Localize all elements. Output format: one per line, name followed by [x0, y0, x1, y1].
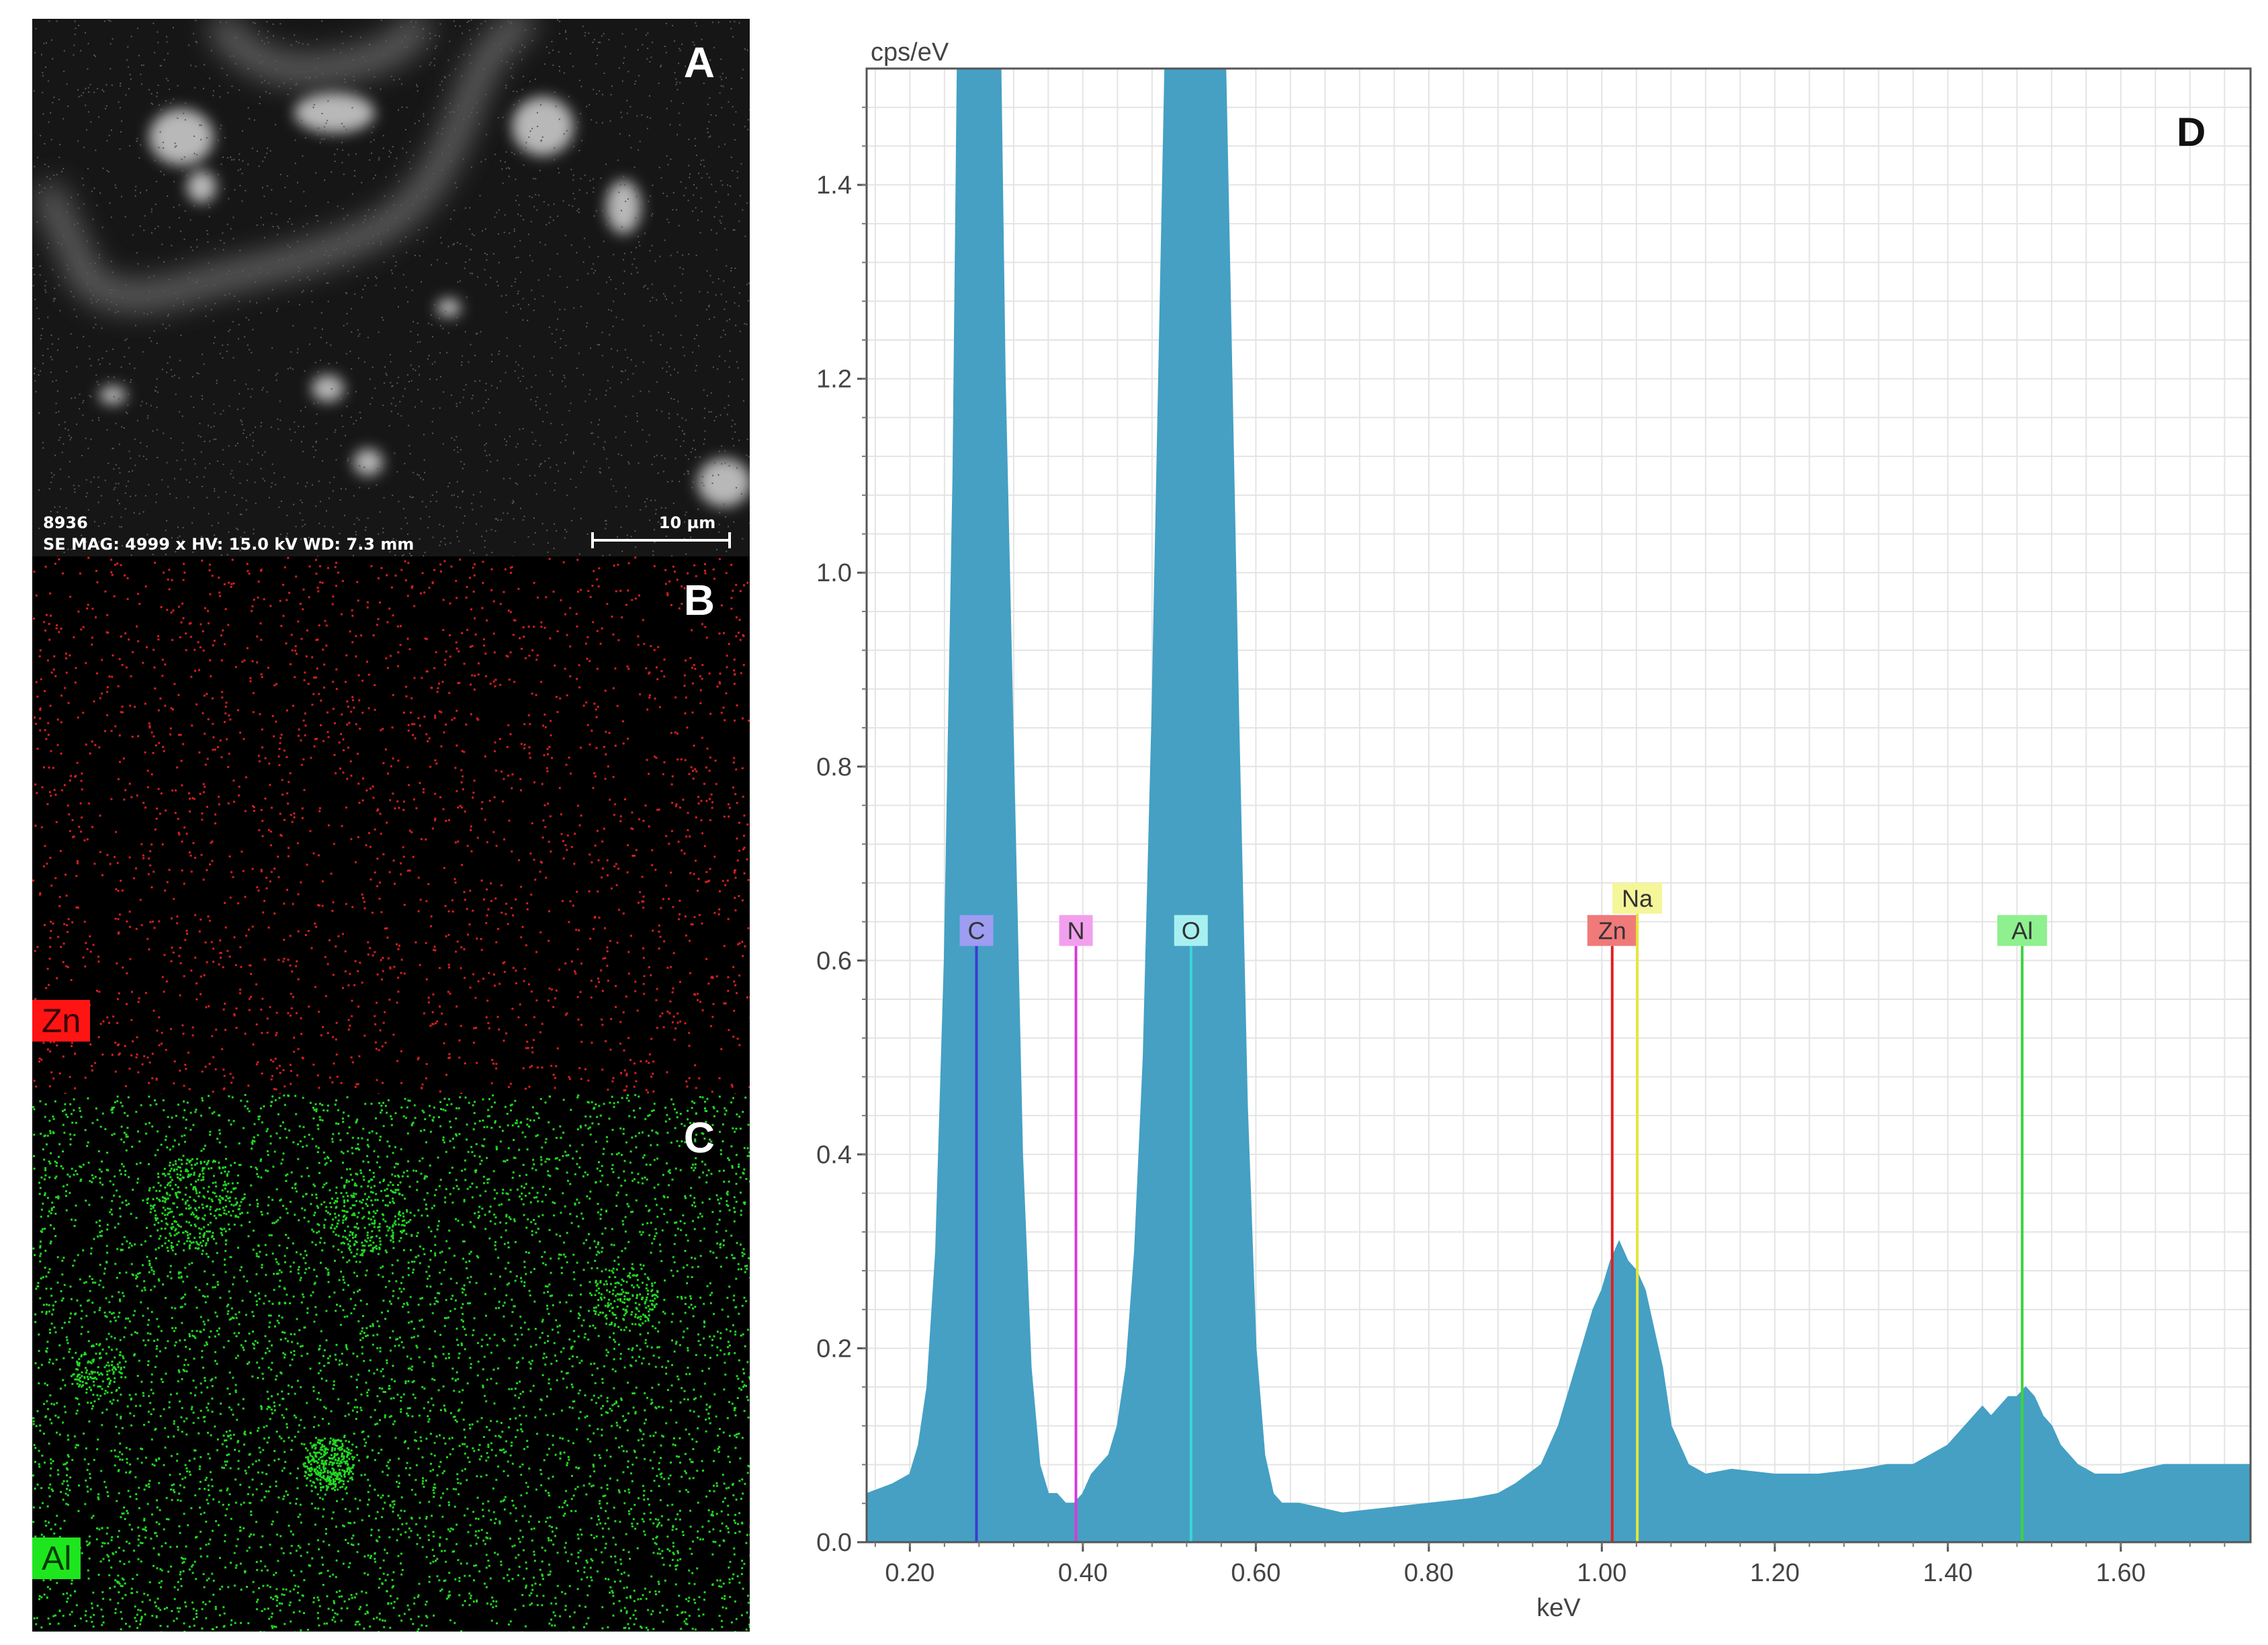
y-tick-label: 0.2 — [816, 1335, 852, 1363]
element-tag-bg — [1997, 915, 2048, 946]
x-tick-label: 1.00 — [1577, 1559, 1626, 1587]
sem-parameters: SE MAG: 4999 x HV: 15.0 kV WD: 7.3 mm — [43, 535, 415, 554]
y-axis-title: cps/eV — [871, 38, 949, 67]
element-line-n: N — [1059, 915, 1093, 1542]
panel-label-d: D — [2177, 110, 2206, 155]
panel-label-b: B — [683, 576, 715, 624]
y-tick-label: 0.4 — [816, 1141, 852, 1169]
x-tick-label: 0.20 — [885, 1559, 934, 1587]
element-tag-bg — [959, 915, 994, 946]
element-tag-label: C — [968, 917, 986, 945]
x-tick-label: 1.40 — [1923, 1559, 1972, 1587]
y-tick-label: 0.8 — [816, 753, 852, 782]
element-line-c: C — [959, 915, 994, 1542]
panel-label-a: A — [683, 38, 715, 87]
element-tag-label: N — [1067, 917, 1085, 945]
element-tag-bg — [1612, 882, 1663, 914]
sem-sample-id: 8936 — [43, 513, 88, 532]
scale-bar — [591, 532, 731, 548]
al-map-tag: Al — [32, 1537, 81, 1579]
element-tag-bg — [1059, 915, 1093, 946]
map-dots — [32, 1094, 750, 1632]
element-tag-label: Al — [2011, 917, 2033, 945]
y-tick-label: 1.0 — [816, 559, 852, 587]
y-tick-label: 1.4 — [816, 171, 852, 200]
scale-bar-label: 10 µm — [658, 513, 716, 532]
axis-ticks: 0.20 0.40 0.60 0.80 1.00 1.20 1.40 1.60 0.0 0.2 0.… — [816, 106, 2226, 1587]
y-tick-label: 0.0 — [816, 1529, 852, 1557]
eds-spectrum-chart: C N O Zn Na Al 0.20 0.40 0.60 0.80 1.00 1.20 1.40 1.… — [816, 38, 2252, 1622]
zn-map-tag: Zn — [32, 1000, 91, 1042]
spectrum-area — [866, 68, 2251, 1543]
x-tick-label: 1.60 — [2096, 1559, 2146, 1587]
al-map — [32, 1094, 750, 1632]
zn-map-panel: B Zn — [32, 556, 750, 1094]
element-line-al: Al — [1997, 915, 2048, 1542]
spectrum-layer — [866, 68, 2251, 1543]
element-tag-label: O — [1182, 917, 1201, 945]
element-tag-label: Na — [1622, 885, 1653, 913]
element-line-o: O — [1174, 915, 1208, 1542]
x-tick-label: 0.40 — [1058, 1559, 1108, 1587]
panel-label-c: C — [683, 1113, 715, 1162]
element-lines: C N O Zn Na Al — [959, 882, 2048, 1542]
x-axis-title: keV — [1536, 1594, 1581, 1622]
x-tick-label: 0.80 — [1404, 1559, 1454, 1587]
element-line-na: Na — [1612, 882, 1663, 1542]
element-tag-label: Zn — [1598, 917, 1626, 945]
element-tag-bg — [1587, 915, 1637, 946]
element-tag-bg — [1174, 915, 1208, 946]
sem-image — [32, 19, 750, 556]
sem-image-panel: A 8936 SE MAG: 4999 x HV: 15.0 kV WD: 7.… — [32, 19, 750, 556]
x-tick-label: 1.20 — [1750, 1559, 1800, 1587]
y-tick-label: 1.2 — [816, 366, 852, 394]
element-line-zn: Zn — [1587, 915, 1637, 1542]
al-map-panel: C Al — [32, 1094, 750, 1632]
x-tick-label: 0.60 — [1231, 1559, 1280, 1587]
y-tick-label: 0.6 — [816, 947, 852, 975]
zn-map — [32, 556, 750, 1094]
